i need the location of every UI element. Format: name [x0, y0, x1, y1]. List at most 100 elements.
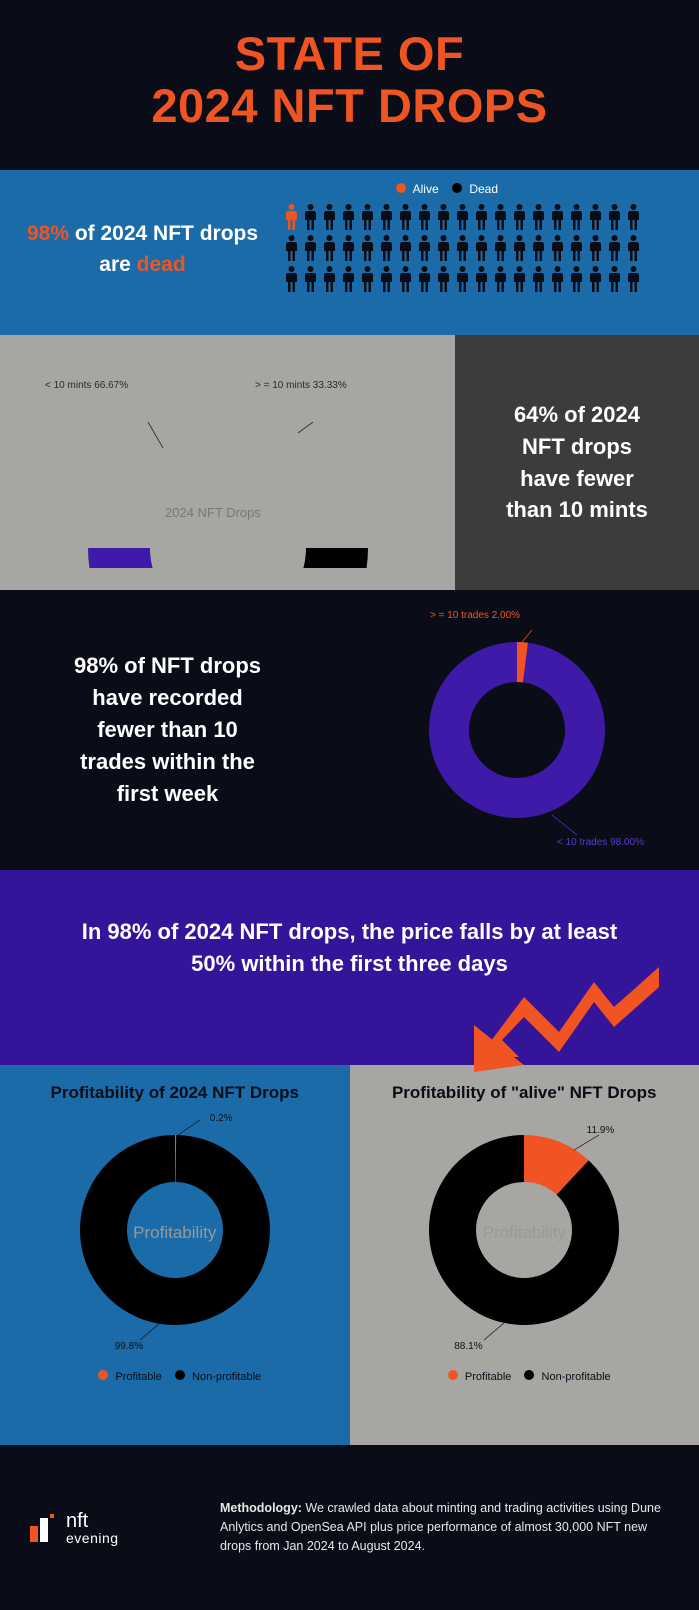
section-profitability: Profitability of 2024 NFT Drops Profitab…	[0, 1065, 699, 1445]
person-icon	[549, 204, 566, 232]
profit-all-center: Profitability	[60, 1115, 290, 1350]
person-icon	[435, 266, 452, 294]
down-arrow-icon	[464, 957, 664, 1077]
person-icon	[568, 204, 585, 232]
profit-all-title: Profitability of 2024 NFT Drops	[51, 1083, 299, 1103]
person-icon	[340, 235, 357, 263]
person-icon	[416, 204, 433, 232]
logo-text2: evening	[66, 1531, 119, 1545]
person-icon	[587, 204, 604, 232]
trades-donut	[407, 620, 627, 840]
person-icon	[473, 204, 490, 232]
person-icon	[568, 266, 585, 294]
mints-text-panel: 64% of 2024 NFT drops have fewer than 10…	[455, 335, 699, 590]
person-icon	[606, 266, 623, 294]
person-icon	[435, 235, 452, 263]
profit-all-legend: Profitable Non-profitable	[88, 1370, 261, 1383]
dot-profitable	[98, 1370, 108, 1380]
person-icon	[473, 235, 490, 263]
person-icon	[397, 204, 414, 232]
dot-nonprofitable-2	[524, 1370, 534, 1380]
person-icon	[587, 235, 604, 263]
main-title: STATE OF 2024 NFT DROPS	[0, 28, 699, 131]
person-icon	[359, 235, 376, 263]
person-icon	[283, 204, 300, 232]
trades-label-top: > = 10 trades 2.00%	[430, 610, 520, 621]
legend-alive-dead: Alive Dead	[20, 180, 679, 204]
profit-all-donut-wrap: Profitability 0.2% 99.8%	[60, 1115, 290, 1350]
profit-all-top: 0.2%	[210, 1113, 233, 1124]
logo: nft evening	[30, 1511, 190, 1545]
person-icon	[625, 266, 642, 294]
profit-alive-center: Profitability	[409, 1115, 639, 1350]
person-icon	[378, 266, 395, 294]
dot-alive	[396, 183, 406, 193]
person-icon	[530, 204, 547, 232]
profit-all-panel: Profitability of 2024 NFT Drops Profitab…	[0, 1065, 350, 1445]
person-icon	[302, 266, 319, 294]
profit-alive-top: 11.9%	[587, 1125, 615, 1136]
person-icon	[302, 204, 319, 232]
person-icon	[283, 235, 300, 263]
title-line2: 2024 NFT DROPS	[151, 79, 547, 132]
profit-alive-panel: Profitability of "alive" NFT Drops Profi…	[350, 1065, 699, 1445]
profit-alive-legend: Profitable Non-profitable	[438, 1370, 611, 1383]
person-icon	[530, 235, 547, 263]
dead-word: dead	[137, 253, 186, 276]
person-icon	[359, 204, 376, 232]
section-mints: < 10 mints 66.67% > = 10 mints 33.33% 20…	[0, 335, 699, 590]
semi-center-label: 2024 NFT Drops	[165, 505, 261, 520]
person-icon	[606, 235, 623, 263]
legend-dead-label: Dead	[469, 182, 498, 196]
trades-text-panel: 98% of NFT drops have recorded fewer tha…	[0, 590, 335, 870]
person-icon	[530, 266, 547, 294]
person-icon	[321, 204, 338, 232]
footer: nft evening Methodology: We crawled data…	[0, 1445, 699, 1610]
trades-label-bottom: < 10 trades 98.00%	[557, 837, 644, 848]
dot-dead	[452, 183, 462, 193]
profit-alive-bottom: 88.1%	[454, 1341, 482, 1352]
pictogram-grid	[283, 204, 642, 294]
person-icon	[492, 235, 509, 263]
person-icon	[511, 266, 528, 294]
person-icon	[473, 266, 490, 294]
person-icon	[283, 266, 300, 294]
dead-stat-text: 98% of 2024 NFT drops are dead	[20, 218, 265, 281]
trades-text: 98% of NFT drops have recorded fewer tha…	[74, 650, 261, 809]
person-icon	[454, 235, 471, 263]
person-icon	[454, 204, 471, 232]
mints-chart-panel: < 10 mints 66.67% > = 10 mints 33.33% 20…	[0, 335, 455, 590]
person-icon	[606, 204, 623, 232]
mints-text: 64% of 2024 NFT drops have fewer than 10…	[506, 399, 648, 527]
person-icon	[340, 204, 357, 232]
profit-alive-donut-wrap: Profitability 11.9% 88.1%	[409, 1115, 639, 1350]
person-icon	[397, 266, 414, 294]
person-icon	[302, 235, 319, 263]
person-icon	[435, 204, 452, 232]
person-icon	[625, 204, 642, 232]
person-icon	[359, 266, 376, 294]
person-icon	[492, 266, 509, 294]
profit-all-bottom: 99.8%	[115, 1341, 143, 1352]
person-icon	[454, 266, 471, 294]
trades-chart-panel: > = 10 trades 2.00% < 10 trades 98.00%	[335, 590, 699, 870]
person-icon	[321, 235, 338, 263]
dead-percent: 98%	[27, 222, 69, 245]
dot-nonprofitable	[175, 1370, 185, 1380]
person-icon	[340, 266, 357, 294]
legend-alive-label: Alive	[413, 182, 439, 196]
person-icon	[568, 235, 585, 263]
person-icon	[587, 266, 604, 294]
person-icon	[416, 235, 433, 263]
semi-label-left: < 10 mints 66.67%	[45, 380, 128, 391]
person-icon	[549, 235, 566, 263]
person-icon	[492, 204, 509, 232]
person-icon	[378, 235, 395, 263]
profit-alive-title: Profitability of "alive" NFT Drops	[392, 1083, 657, 1103]
person-icon	[397, 235, 414, 263]
person-icon	[625, 235, 642, 263]
person-icon	[511, 235, 528, 263]
methodology: Methodology: We crawled data about minti…	[220, 1499, 669, 1555]
logo-icon	[30, 1514, 58, 1542]
section-price-fall: In 98% of 2024 NFT drops, the price fall…	[0, 870, 699, 1065]
